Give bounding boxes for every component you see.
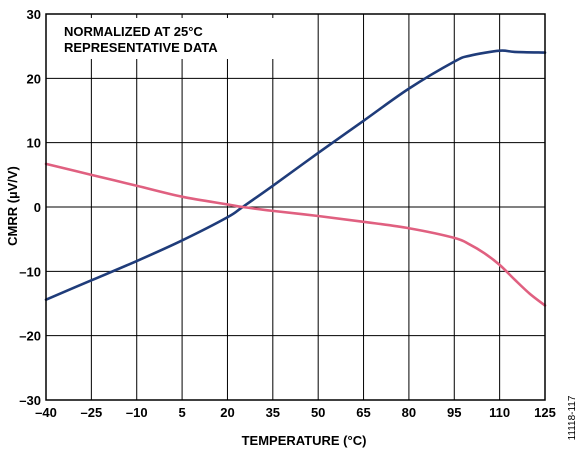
y-tick-labels: –30 –20 –10 0 10 20 30: [19, 7, 41, 408]
series-line-2: [44, 162, 547, 307]
y-tick-label: –30: [19, 393, 41, 408]
x-tick-label: –40: [35, 405, 57, 420]
y-tick-label: 10: [27, 136, 41, 151]
x-tick-label: 65: [356, 405, 370, 420]
series-line-1: [44, 49, 547, 301]
x-tick-label: 50: [311, 405, 325, 420]
grid: [45, 13, 546, 401]
y-tick-label: 0: [34, 200, 41, 215]
series-lines: [44, 49, 547, 307]
y-tick-label: –20: [19, 329, 41, 344]
x-tick-label: 20: [220, 405, 234, 420]
y-tick-label: 30: [27, 7, 41, 22]
annotation-box: [56, 18, 282, 59]
plot-frame: [45, 13, 546, 401]
x-tick-label: –10: [126, 405, 148, 420]
y-tick-label: –10: [19, 264, 41, 279]
y-tick-label: 20: [27, 71, 41, 86]
x-tick-labels: –40 –25 –10 5 20 35 50 65 80 95 110 125: [35, 405, 556, 420]
x-axis-title: TEMPERATURE (°C): [242, 433, 367, 448]
x-tick-label: 5: [178, 405, 185, 420]
x-tick-label: –25: [81, 405, 103, 420]
annotation-line-2: REPRESENTATIVE DATA: [64, 40, 218, 55]
y-axis-title: CMRR (µV/V): [5, 166, 20, 246]
x-tick-label: 125: [534, 405, 556, 420]
x-tick-label: 35: [266, 405, 280, 420]
figure-id: 11118-117: [567, 395, 578, 440]
x-tick-label: 95: [447, 405, 461, 420]
x-tick-label: 110: [489, 405, 510, 420]
x-tick-label: 80: [402, 405, 416, 420]
annotation-line-1: NORMALIZED AT 25°C: [64, 24, 203, 39]
